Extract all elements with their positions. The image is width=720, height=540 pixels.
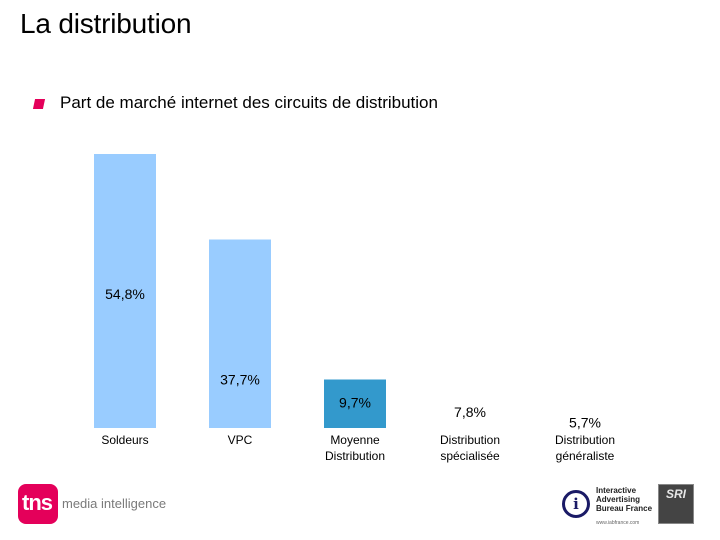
bar-1 bbox=[209, 239, 271, 428]
chart-subtitle: Part de marché internet des circuits de … bbox=[60, 93, 438, 112]
page-title: La distribution bbox=[20, 8, 192, 39]
bar-3 bbox=[439, 389, 501, 428]
category-label-4-0: Distribution bbox=[555, 433, 615, 447]
category-label-4-1: généraliste bbox=[556, 449, 615, 463]
category-label-2-0: Moyenne bbox=[330, 433, 380, 447]
tns-tagline: media intelligence bbox=[62, 496, 167, 511]
iab-url: www.iabfrance.com bbox=[596, 520, 640, 526]
bar-0 bbox=[94, 154, 156, 428]
sri-logo-text: SRI bbox=[665, 487, 686, 501]
sri-logo: SRI bbox=[658, 484, 694, 524]
data-label-3: 7,8% bbox=[454, 404, 486, 420]
category-label-3-1: spécialisée bbox=[440, 449, 500, 463]
data-label-0: 54,8% bbox=[105, 286, 145, 302]
iab-i-icon: i bbox=[573, 495, 579, 513]
data-label-4: 5,7% bbox=[569, 415, 601, 431]
iab-logo-text: Interactive Advertising Bureau France bbox=[596, 486, 653, 513]
partner-logos: i Interactive Advertising Bureau France … bbox=[558, 484, 708, 528]
data-label-2: 9,7% bbox=[339, 395, 371, 411]
data-label-1: 37,7% bbox=[220, 372, 260, 388]
tns-logo-text: tns bbox=[22, 490, 53, 515]
tns-badge-icon: tns bbox=[18, 484, 58, 524]
tns-logo: tns media intelligence bbox=[18, 484, 198, 524]
category-label-1-0: VPC bbox=[228, 433, 253, 447]
category-label-3-0: Distribution bbox=[440, 433, 500, 447]
bar-4 bbox=[554, 399, 616, 428]
category-label-0-0: Soldeurs bbox=[101, 433, 148, 447]
bar-2 bbox=[324, 379, 386, 428]
category-label-2-1: Distribution bbox=[325, 449, 385, 463]
iab-logo-icon: i bbox=[562, 490, 590, 518]
